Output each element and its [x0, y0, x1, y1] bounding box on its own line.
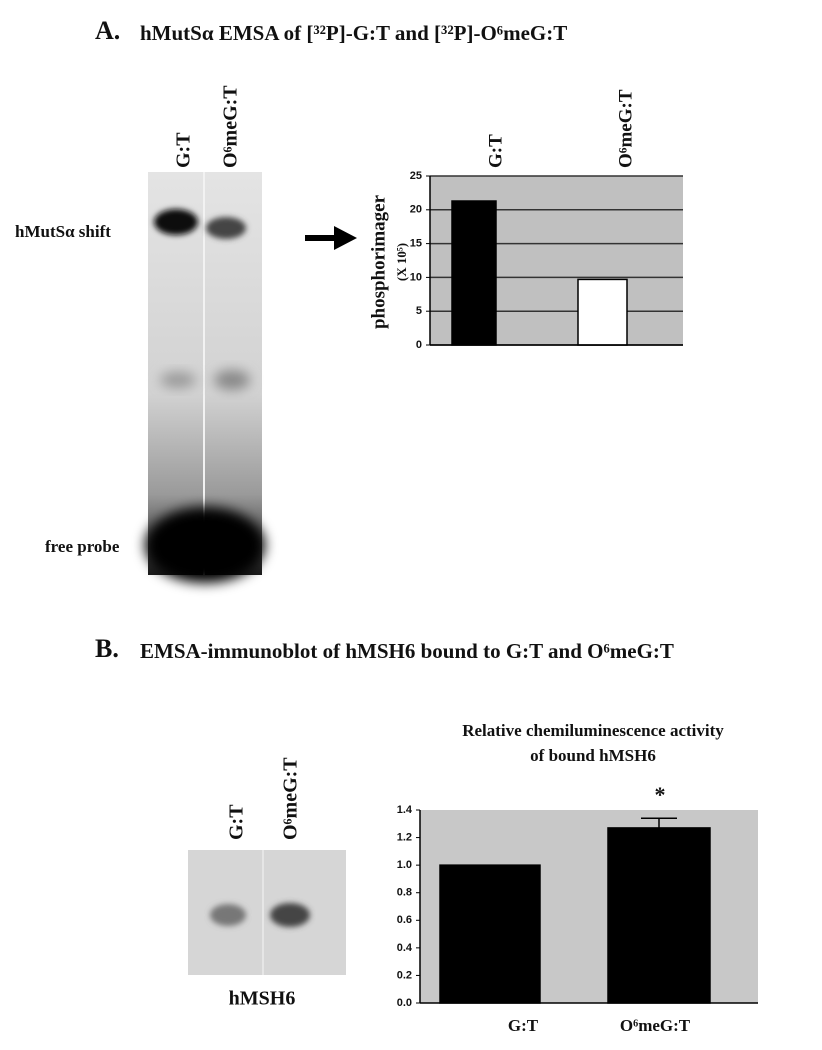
chart-title: of bound hMSH6: [530, 746, 656, 765]
panel-title: EMSA-immunoblot of hMSH6 bound to G:T an…: [140, 639, 674, 663]
y-tick-label: 1.2: [397, 831, 412, 843]
lane-label: G:T: [226, 804, 248, 840]
chart-title: Relative chemiluminescence activity: [462, 721, 724, 740]
y-tick-label: 0.0: [397, 997, 412, 1009]
x-tick-label: O⁶meG:T: [615, 89, 636, 168]
y-tick-label: 25: [410, 170, 422, 182]
y-tick-label: 0.8: [397, 887, 412, 899]
arrow: [305, 226, 357, 250]
bar: [607, 827, 711, 1004]
gel-caption: hMSH6: [229, 988, 296, 1010]
band-label: free probe: [45, 537, 120, 556]
lane-label: O⁶meG:T: [280, 757, 302, 840]
annotation: *: [655, 782, 666, 807]
y-tick-label: 1.4: [397, 804, 413, 816]
bar: [577, 278, 628, 346]
lane-label: G:T: [173, 132, 195, 168]
panel-letter: A.: [95, 16, 120, 45]
gel-a: [145, 172, 265, 583]
gel-b: [188, 850, 346, 975]
y-tick-label: 0.6: [397, 914, 412, 926]
lane-label: O⁶meG:T: [220, 85, 242, 168]
y-axis-unit: (X 10⁵): [394, 243, 409, 281]
y-tick-label: 5: [416, 305, 422, 317]
x-tick-label: O⁶meG:T: [620, 1016, 691, 1035]
x-tick-label: G:T: [485, 134, 506, 168]
y-tick-label: 10: [410, 271, 422, 283]
error-bar: [641, 817, 677, 838]
y-axis-label: phosphorimager: [368, 194, 389, 329]
bar: [439, 864, 541, 1004]
panel-title: hMutSα EMSA of [³²P]-G:T and [³²P]-O⁶meG…: [140, 21, 567, 45]
y-tick-label: 1.0: [397, 859, 412, 871]
y-tick-label: 0.2: [397, 969, 412, 981]
y-tick-label: 0.4: [397, 942, 413, 954]
band-label: hMutSα shift: [15, 222, 111, 241]
panel-letter: B.: [95, 634, 119, 663]
y-tick-label: 20: [410, 204, 422, 216]
y-tick-label: 0: [416, 339, 422, 351]
x-tick-label: G:T: [508, 1016, 539, 1035]
bar: [451, 200, 497, 346]
y-tick-label: 15: [410, 238, 422, 250]
